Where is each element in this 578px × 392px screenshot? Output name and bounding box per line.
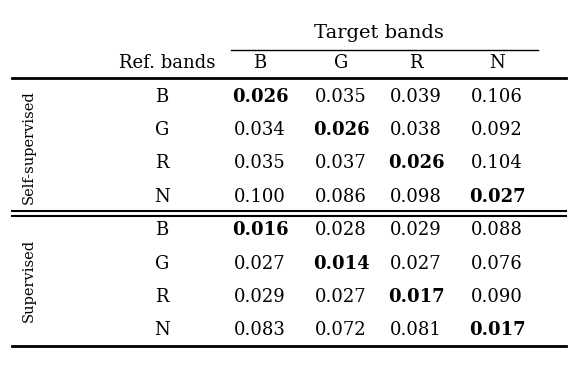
Text: 0.027: 0.027 bbox=[234, 255, 286, 273]
Text: 0.029: 0.029 bbox=[234, 288, 286, 306]
Text: 0.072: 0.072 bbox=[315, 321, 367, 339]
Text: 0.098: 0.098 bbox=[390, 188, 442, 206]
Text: N: N bbox=[154, 188, 170, 206]
Text: 0.092: 0.092 bbox=[471, 121, 523, 139]
Text: Supervised: Supervised bbox=[22, 239, 36, 322]
Text: G: G bbox=[155, 121, 169, 139]
Text: 0.016: 0.016 bbox=[232, 221, 288, 240]
Text: 0.106: 0.106 bbox=[471, 88, 523, 106]
Text: N: N bbox=[489, 54, 505, 72]
Text: 0.037: 0.037 bbox=[315, 154, 367, 172]
Text: G: G bbox=[334, 54, 348, 72]
Text: 0.026: 0.026 bbox=[388, 154, 444, 172]
Text: 0.038: 0.038 bbox=[390, 121, 442, 139]
Text: 0.028: 0.028 bbox=[315, 221, 367, 240]
Text: Target bands: Target bands bbox=[314, 24, 443, 42]
Text: B: B bbox=[155, 88, 168, 106]
Text: 0.027: 0.027 bbox=[315, 288, 367, 306]
Text: B: B bbox=[155, 221, 168, 240]
Text: 0.086: 0.086 bbox=[315, 188, 367, 206]
Text: R: R bbox=[155, 288, 169, 306]
Text: 0.034: 0.034 bbox=[234, 121, 286, 139]
Text: R: R bbox=[155, 154, 169, 172]
Text: 0.017: 0.017 bbox=[469, 321, 525, 339]
Text: 0.081: 0.081 bbox=[390, 321, 442, 339]
Text: 0.035: 0.035 bbox=[315, 88, 367, 106]
Text: 0.026: 0.026 bbox=[232, 88, 288, 106]
Text: Self-supervised: Self-supervised bbox=[22, 90, 36, 204]
Text: 0.090: 0.090 bbox=[471, 288, 523, 306]
Text: G: G bbox=[155, 255, 169, 273]
Text: 0.076: 0.076 bbox=[471, 255, 523, 273]
Text: 0.088: 0.088 bbox=[471, 221, 523, 240]
Text: 0.027: 0.027 bbox=[390, 255, 442, 273]
Text: 0.029: 0.029 bbox=[390, 221, 442, 240]
Text: N: N bbox=[154, 321, 170, 339]
Text: 0.035: 0.035 bbox=[234, 154, 286, 172]
Text: 0.017: 0.017 bbox=[388, 288, 444, 306]
Text: B: B bbox=[254, 54, 266, 72]
Text: 0.083: 0.083 bbox=[234, 321, 286, 339]
Text: R: R bbox=[409, 54, 423, 72]
Text: 0.104: 0.104 bbox=[471, 154, 523, 172]
Text: 0.026: 0.026 bbox=[313, 121, 369, 139]
Text: 0.039: 0.039 bbox=[390, 88, 442, 106]
Text: 0.027: 0.027 bbox=[469, 188, 525, 206]
Text: 0.014: 0.014 bbox=[313, 255, 369, 273]
Text: Ref. bands: Ref. bands bbox=[120, 54, 216, 72]
Text: 0.100: 0.100 bbox=[234, 188, 286, 206]
